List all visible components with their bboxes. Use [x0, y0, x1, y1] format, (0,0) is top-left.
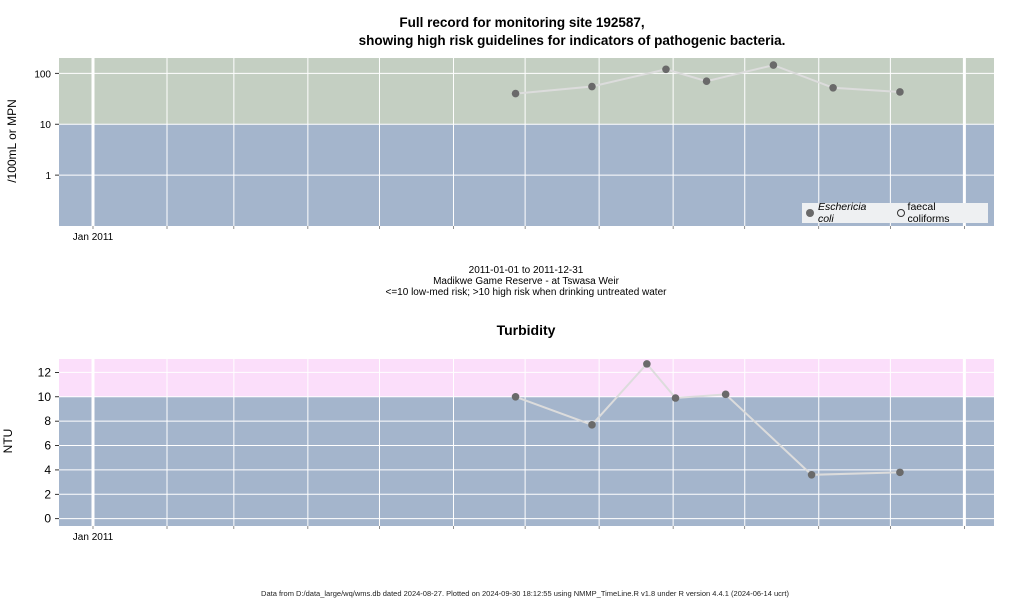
turbidity-title: Turbidity [496, 322, 556, 338]
turbidity-data-point [721, 390, 730, 399]
legend-label-ecoli: Eschericia coli [817, 201, 867, 225]
bacteria-high-risk-band [59, 58, 994, 125]
turbidity-y-tick-label: 8 [44, 414, 51, 428]
bacteria-x-tick-label: Jan 2011 [73, 232, 114, 243]
turbidity-y-tick-label: 12 [38, 365, 52, 379]
turbidity-chart: 0 2 4 6 8 10 12 Jan 2011 [38, 359, 994, 543]
bacteria-y-tick-label: 1 [45, 171, 51, 182]
turbidity-y-tick-label: 4 [44, 463, 51, 477]
turbidity-data-point [511, 392, 520, 401]
bacteria-legend: Eschericia coli faecal coliforms [802, 201, 988, 225]
turbidity-data-point [588, 421, 596, 429]
legend-item-ecoli: Eschericia coli [802, 201, 885, 225]
bacteria-data-point [702, 77, 711, 86]
bacteria-data-point [588, 82, 596, 91]
footer-note: Data from D:/data_large/wq/wms.db dated … [261, 589, 789, 598]
bacteria-data-point [662, 65, 670, 74]
turbidity-y-tick-label: 2 [44, 487, 51, 501]
turbidity-y-tick-label: 0 [44, 512, 51, 526]
bacteria-data-point [896, 88, 904, 96]
turbidity-y-tick-label: 10 [38, 390, 52, 404]
turbidity-data-point [896, 468, 904, 477]
legend-item-faecal: faecal coliforms [893, 201, 980, 225]
turbidity-data-point [671, 394, 680, 402]
bacteria-y-tick-label: 10 [40, 120, 52, 131]
chart-title-line1: Full record for monitoring site 192587, [399, 15, 645, 30]
turbidity-y-axis-label: NTU [1, 428, 15, 454]
bacteria-data-point [769, 61, 778, 69]
bacteria-y-axis-label: /100mL or MPN [5, 99, 19, 183]
legend-marker-ecoli [806, 209, 814, 217]
legend-label-faecal: faecal coliforms [907, 201, 950, 225]
legend-marker-faecal [896, 209, 905, 217]
turbidity-data-point [643, 360, 651, 368]
caption-site-name: Madikwe Game Reserve - at Tswasa Weir [433, 276, 619, 287]
caption-risk-note: <=10 low-med risk; >10 high risk when dr… [385, 287, 667, 298]
chart-title: Full record for monitoring site 192587, … [0, 14, 1024, 50]
turbidity-high-risk-band [59, 359, 994, 397]
caption-date-range: 2011-01-01 to 2011-12-31 [468, 265, 584, 276]
turbidity-y-tick-label: 6 [44, 439, 51, 453]
bacteria-chart: 1 10 100 Jan 2011 [34, 58, 994, 243]
turbidity-low-risk-band [59, 396, 994, 526]
chart-caption: 2011-01-01 to 2011-12-31 Madikwe Game Re… [0, 265, 1024, 298]
bacteria-y-tick-label: 100 [34, 69, 51, 80]
bacteria-data-point [829, 83, 837, 92]
turbidity-data-point [807, 471, 816, 479]
turbidity-x-tick-label: Jan 2011 [73, 532, 114, 543]
chart-title-line2: showing high risk guidelines for indicat… [358, 33, 786, 48]
bacteria-data-point [511, 89, 520, 98]
